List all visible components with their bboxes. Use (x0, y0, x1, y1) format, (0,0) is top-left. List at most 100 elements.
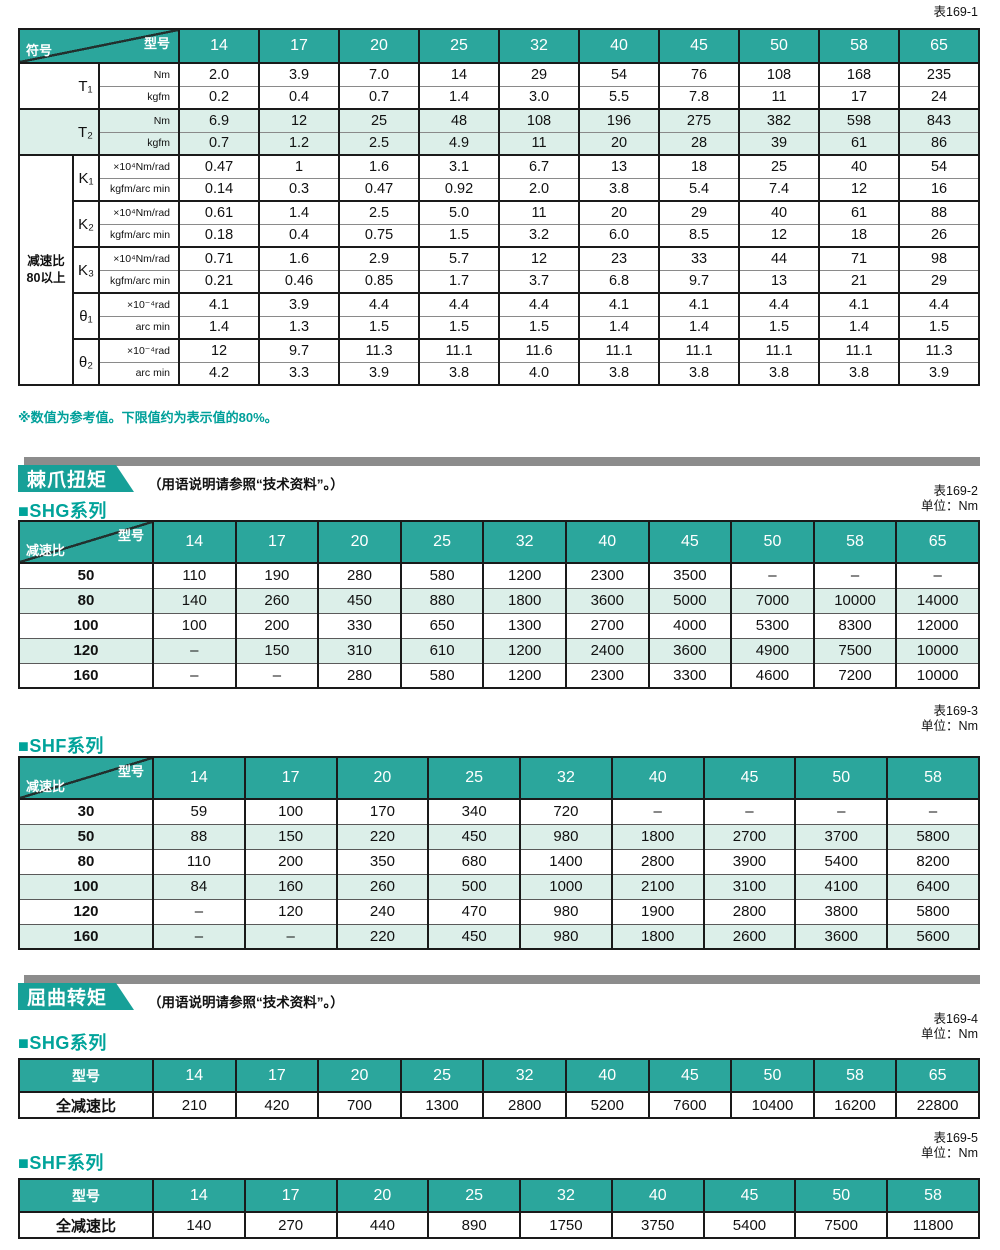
value-cell: – (886, 798, 980, 824)
section-title-box: 棘爪扭矩 (18, 465, 134, 492)
value-cell: 420 (234, 1091, 320, 1119)
value-cell: 1.5 (738, 315, 821, 339)
ratio-cell: 50 (18, 562, 154, 588)
unit-cell: ×10⁻⁴rad (97, 292, 181, 316)
unit-label: 单位：Nm (921, 1027, 978, 1041)
corner-label-ratio: 减速比 (26, 779, 66, 794)
value-cell: 44 (738, 246, 821, 270)
value-cell: 12000 (895, 612, 980, 638)
unit-cell: ×10⁻⁴rad (97, 338, 181, 362)
buckling-shg-table: 型号 14 17 20 25 32 40 45 50 58 65 全减速比 210 420 700 13… (18, 1058, 980, 1119)
symbol-cell: T₁ (73, 63, 100, 109)
model-header: 50 (794, 756, 889, 800)
table-row: 30 59 100 170 340 720– – – – (18, 798, 980, 824)
value-cell: 980 (519, 898, 613, 924)
value-cell: 4.1 (658, 292, 741, 316)
table-row: 减速比 80以上 K₁ ×10⁴Nm/rad 0.47 1 1.6 3.1 6.7 13 18 25… (18, 154, 981, 385)
model-header: 40 (610, 1178, 705, 1213)
value-cell: 25 (738, 154, 821, 178)
value-cell: 382 (738, 108, 821, 132)
value-cell: 18 (658, 154, 741, 178)
value-cell: 1.5 (898, 315, 981, 339)
value-cell: 110 (152, 848, 246, 874)
value-cell: 2100 (610, 873, 705, 899)
unit-label: 单位：Nm (921, 499, 978, 513)
value-cell: 1.5 (498, 315, 581, 339)
model-header: 45 (647, 520, 733, 564)
series-heading-shg: ■SHG系列 (18, 1033, 107, 1053)
model-header: 17 (258, 28, 341, 64)
value-cell: 0.61 (178, 200, 261, 224)
value-cell: 29 (498, 63, 581, 86)
banner-gray-bar (24, 975, 980, 984)
table-row: 全减速比 140 270 440 890 1750 3750 5400 7500 11800 (18, 1211, 980, 1239)
symbol-cell: K₃ (72, 246, 100, 293)
value-cell: 20 (578, 200, 661, 224)
value-cell: 6.7 (498, 154, 581, 178)
value-cell: 680 (427, 848, 522, 874)
value-cell: 9.7 (258, 338, 341, 362)
value-cell: 10000 (812, 587, 898, 613)
value-cell: 168 (818, 63, 901, 86)
section-title: 屈曲转矩 (27, 988, 108, 1009)
value-cell: 11.3 (898, 338, 981, 362)
value-cell: 2300 (564, 562, 650, 588)
row-label: 全减速比 (18, 1211, 154, 1239)
value-cell: 1.5 (418, 315, 501, 339)
value-cell: 14 (418, 63, 501, 86)
series-heading-shf: ■SHF系列 (18, 736, 104, 756)
value-cell: 12 (258, 108, 341, 132)
series-heading-shg: ■SHG系列 (18, 501, 107, 521)
table-row: K₃ ×10⁴Nm/rad 0.71 1.6 2.9 5.7 12 23 33 44 71 98 (19, 246, 981, 293)
value-cell: 3.8 (578, 177, 661, 201)
value-cell: 120 (243, 898, 338, 924)
model-header: 50 (730, 520, 815, 564)
value-cell: 280 (317, 662, 402, 688)
table4-tag: 表169-4 单位：Nm (921, 1012, 978, 1042)
value-cell: 140 (152, 1211, 246, 1239)
value-cell: 500 (427, 873, 522, 899)
corner-label-model: 型号 (117, 764, 144, 779)
model-header: 45 (658, 28, 741, 64)
value-cell: – (234, 662, 320, 688)
empty-cell (18, 108, 73, 155)
value-cell: 3.8 (818, 361, 901, 385)
value-cell: 11.1 (418, 338, 501, 362)
model-header: 32 (482, 1058, 567, 1093)
value-cell: 2700 (702, 823, 797, 849)
unit-cell: ×10⁴Nm/rad (97, 200, 181, 224)
value-cell: – (610, 798, 705, 824)
value-cell: 28 (658, 131, 741, 155)
symbol-cell: T₂ (73, 108, 100, 155)
unit-label: 单位：Nm (921, 719, 978, 733)
model-header: 20 (335, 756, 430, 800)
value-cell: 843 (898, 108, 981, 132)
value-cell: 3.8 (578, 361, 661, 385)
value-cell: 4.1 (178, 292, 261, 316)
ratio-cell: 80 (18, 587, 154, 613)
ratio-cell: 30 (18, 798, 154, 824)
value-cell: – (794, 798, 889, 824)
value-cell: 4000 (647, 612, 733, 638)
value-cell: 5.5 (578, 85, 661, 109)
corner-header-cell: 型号 减速比 (18, 756, 154, 800)
corner-label-model: 型号 (144, 36, 171, 51)
value-cell: 4.4 (338, 292, 421, 316)
value-cell: 39 (738, 131, 821, 155)
unit-cell: Nm (97, 63, 181, 86)
model-header: 58 (886, 756, 980, 800)
value-cell: 4.1 (818, 292, 901, 316)
value-cell: 6.8 (578, 269, 661, 293)
value-cell: – (152, 923, 246, 949)
value-cell: 8200 (886, 848, 980, 874)
model-header: 65 (895, 520, 980, 564)
value-cell: 260 (335, 873, 430, 899)
model-header: 14 (152, 756, 246, 800)
corner-label-model: 型号 (117, 528, 144, 543)
value-cell: 0.7 (338, 85, 421, 109)
value-cell: 980 (519, 823, 613, 849)
value-cell: 100 (243, 798, 338, 824)
section-title: 棘爪扭矩 (27, 470, 108, 491)
value-cell: 0.3 (258, 177, 341, 201)
model-header: 25 (427, 1178, 522, 1213)
